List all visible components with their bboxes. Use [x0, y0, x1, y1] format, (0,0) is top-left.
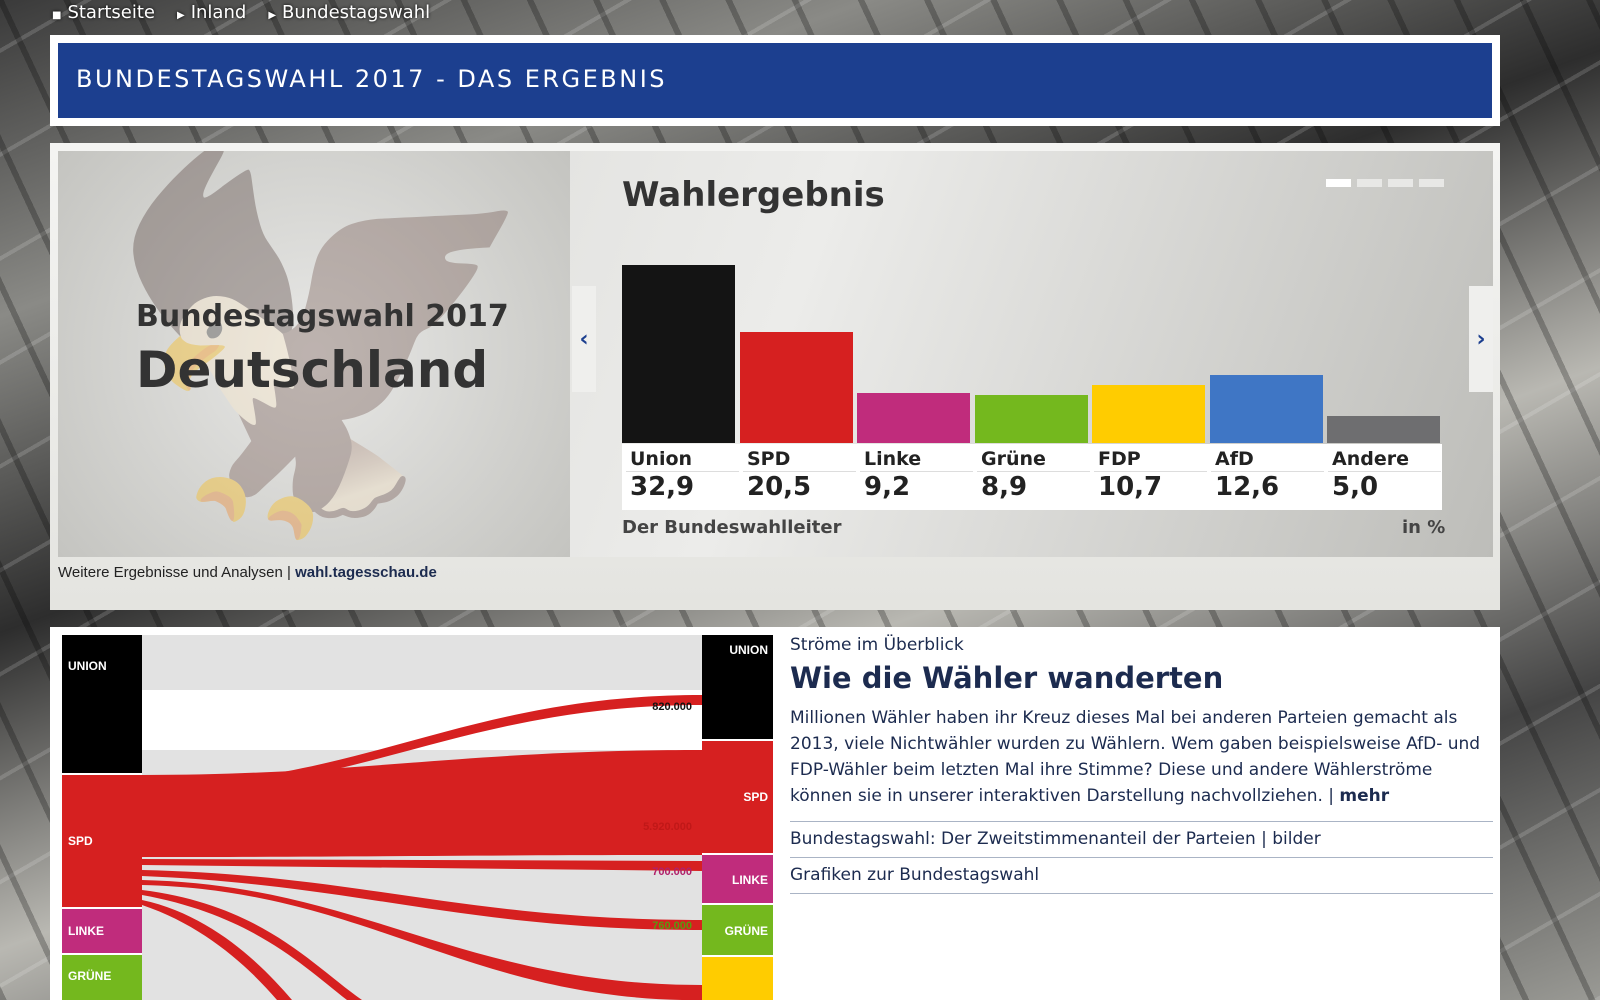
party-name: FDP: [1094, 444, 1207, 472]
eagle-icon: 🦅: [98, 151, 547, 550]
party-value: 8,9: [981, 472, 1028, 502]
party-value: 12,6: [1215, 472, 1280, 502]
bar-spd: [739, 332, 853, 443]
graphic-title: Deutschland: [136, 341, 489, 399]
chart-title: Wahlergebnis: [622, 175, 885, 215]
bar-label: AfD 12,6: [1207, 444, 1324, 510]
result-slider: 🦅 Bundestagswahl 2017 Deutschland Wahler…: [50, 143, 1500, 610]
node-spd-right: [702, 741, 773, 853]
party-name: Union: [626, 444, 739, 472]
more-link[interactable]: mehr: [1339, 786, 1390, 806]
page-title: BUNDESTAGSWAHL 2017 - DAS ERGEBNIS: [58, 43, 1492, 118]
chart-source: Der Bundeswahlleiter: [622, 517, 842, 538]
node-linke-right: [702, 855, 773, 903]
bar-chart: [622, 251, 1442, 443]
slide-dot[interactable]: [1419, 179, 1444, 187]
slide-dot[interactable]: [1357, 179, 1382, 187]
party-value: 9,2: [864, 472, 911, 502]
bar-linke: [857, 393, 970, 443]
prev-arrow-icon[interactable]: ‹: [572, 286, 596, 392]
node-gruene-left: [62, 955, 142, 1000]
flow-label: 5.920.000: [643, 821, 692, 833]
bar-afd: [1209, 374, 1323, 443]
flow-label: 820.000: [652, 701, 692, 713]
bar-label: FDP 10,7: [1090, 444, 1207, 510]
bar-grüne: [974, 394, 1088, 443]
related-link[interactable]: Bundestagswahl: Der Zweitstimmenanteil d…: [790, 821, 1493, 857]
breadcrumb-startseite[interactable]: ■ Startseite: [52, 2, 156, 23]
party-name: Grüne: [977, 444, 1090, 472]
node-gruene-right: [702, 905, 773, 955]
flow-label: 700.000: [652, 866, 692, 878]
party-value: 32,9: [630, 472, 695, 502]
party-name: SPD: [743, 444, 856, 472]
next-arrow-icon[interactable]: ›: [1469, 286, 1493, 392]
breadcrumb: ■ Startseite ▶ Inland ▶ Bundestagswahl: [52, 2, 430, 23]
party-name: Linke: [860, 444, 973, 472]
slide-indicator: [1326, 179, 1444, 187]
bar-label: Union 32,9: [622, 444, 739, 510]
node-label: GRÜNE: [68, 968, 111, 983]
page-header: BUNDESTAGSWAHL 2017 - DAS ERGEBNIS: [50, 35, 1500, 126]
related-link[interactable]: Grafiken zur Bundestagswahl: [790, 857, 1493, 894]
node-label: LINKE: [68, 924, 104, 938]
bar-label: Grüne 8,9: [973, 444, 1090, 510]
node-label: UNION: [68, 659, 107, 673]
graphic-subtitle: Bundestagswahl 2017: [136, 299, 509, 334]
node-fdp-right: [702, 957, 773, 1000]
article-body: Millionen Wähler haben ihr Kreuz dieses …: [790, 708, 1481, 806]
caption-link[interactable]: wahl.tagesschau.de: [295, 564, 437, 581]
voter-flow-graphic[interactable]: UNION SPD LINKE GRÜNE UNION SPD LINKE GR…: [62, 635, 773, 1000]
party-value: 20,5: [747, 472, 812, 502]
node-union-right: [702, 635, 773, 739]
bar-union: [622, 265, 735, 443]
breadcrumb-bundestagswahl[interactable]: ▶ Bundestagswahl: [268, 2, 431, 23]
breadcrumb-inland[interactable]: ▶ Inland: [177, 2, 247, 23]
article-teaser: UNION SPD LINKE GRÜNE UNION SPD LINKE GR…: [50, 627, 1500, 1000]
bar-label: Andere 5,0: [1324, 444, 1441, 510]
bar-label: SPD 20,5: [739, 444, 856, 510]
chart-unit: in %: [1402, 517, 1446, 538]
node-label: UNION: [729, 643, 768, 657]
election-title-graphic: 🦅 Bundestagswahl 2017 Deutschland: [58, 151, 570, 557]
article-headline[interactable]: Wie die Wähler wanderten: [790, 661, 1224, 695]
node-label: SPD: [743, 790, 768, 804]
node-label: LINKE: [732, 873, 768, 887]
bar-label: Linke 9,2: [856, 444, 973, 510]
party-name: AfD: [1211, 444, 1324, 472]
slide-dot[interactable]: [1326, 179, 1351, 187]
node-linke-left: [62, 909, 142, 953]
node-label: SPD: [68, 834, 93, 848]
node-label: GRÜNE: [725, 923, 768, 938]
bar-labels: Union 32,9 SPD 20,5 Linke 9,2 Grüne 8,9 FDP 10,7 A…: [622, 444, 1442, 510]
slide-caption: Weitere Ergebnisse und Analysen | wahl.t…: [58, 564, 437, 581]
node-union-left: [62, 635, 142, 773]
bar-fdp: [1092, 385, 1205, 443]
party-value: 10,7: [1098, 472, 1163, 502]
slide-dot[interactable]: [1388, 179, 1413, 187]
node-spd-left: [62, 775, 142, 907]
flow-label: 760.000: [652, 920, 692, 932]
article-kicker: Ströme im Überblick: [790, 635, 964, 655]
bar-andere: [1327, 415, 1440, 443]
party-name: Andere: [1328, 444, 1441, 472]
party-value: 5,0: [1332, 472, 1379, 502]
